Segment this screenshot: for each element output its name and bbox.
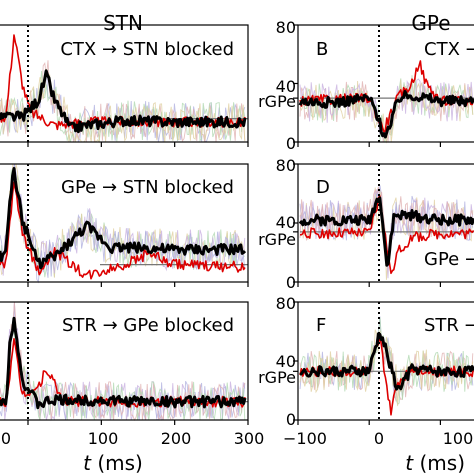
col-title-stn: STN [103, 11, 143, 35]
annotation-gpe-right: GPe → [424, 249, 474, 270]
series-red [0, 181, 246, 280]
ref-label-f: rGPe [258, 368, 296, 387]
xtick-left-200: 200 [161, 429, 192, 448]
ytick-80-b: 80 [276, 18, 296, 37]
annotation-gpe-stn: GPe → STN blocked [61, 177, 234, 198]
xtick-left-300: 300 [234, 429, 265, 448]
ytick-0-f: 0 [286, 410, 296, 429]
panel-letter-b: B [316, 39, 328, 60]
panel-ctx-stn-blocked [0, 24, 249, 147]
series-black [298, 196, 474, 267]
axes-frame [0, 301, 249, 421]
series-black [0, 316, 247, 410]
annotation-str-right: STR → [424, 315, 474, 336]
noise-trace [0, 68, 246, 144]
annotation-ctx-stn: CTX → STN blocked [60, 39, 234, 60]
xtick-left-0: 0 [1, 429, 11, 448]
col-title-gpe: GPe [411, 11, 450, 35]
ref-label-d: rGPe [258, 230, 296, 249]
xtick-right-100: 100 [443, 429, 474, 448]
panel-f [293, 301, 474, 425]
axes-frame [0, 163, 249, 283]
series-black [299, 332, 474, 391]
xtick-right-m100: −100 [283, 429, 327, 448]
series-black [298, 89, 474, 139]
xlabel-right: t (ms) [405, 451, 465, 474]
axes-frame [0, 24, 249, 143]
panel-d [293, 163, 474, 287]
noise-trace [299, 329, 474, 407]
panel-letter-f: F [316, 315, 326, 336]
ytick-40-d: 40 [276, 213, 296, 232]
ytick-0-d: 0 [286, 273, 296, 292]
xlabel-left: t (ms) [83, 451, 143, 474]
panel-letter-d: D [316, 177, 330, 198]
xtick-right-0: 0 [374, 429, 384, 448]
ytick-40-f: 40 [276, 352, 296, 371]
ytick-80-f: 80 [276, 294, 296, 313]
ytick-40-b: 40 [276, 77, 296, 96]
xtick-left-100: 100 [88, 429, 119, 448]
panel-str-gpe-blocked [0, 301, 249, 425]
annotation-ctx-right: CTX → [424, 39, 474, 60]
series-black [0, 167, 247, 270]
ytick-0-b: 0 [286, 134, 296, 153]
annotation-str-gpe: STR → GPe blocked [62, 315, 234, 336]
ytick-80-d: 80 [276, 156, 296, 175]
series-black [0, 69, 247, 134]
ref-label-b: rGPe [258, 92, 296, 111]
panel-gpe-stn-blocked [0, 163, 249, 287]
panel-b [293, 24, 474, 147]
